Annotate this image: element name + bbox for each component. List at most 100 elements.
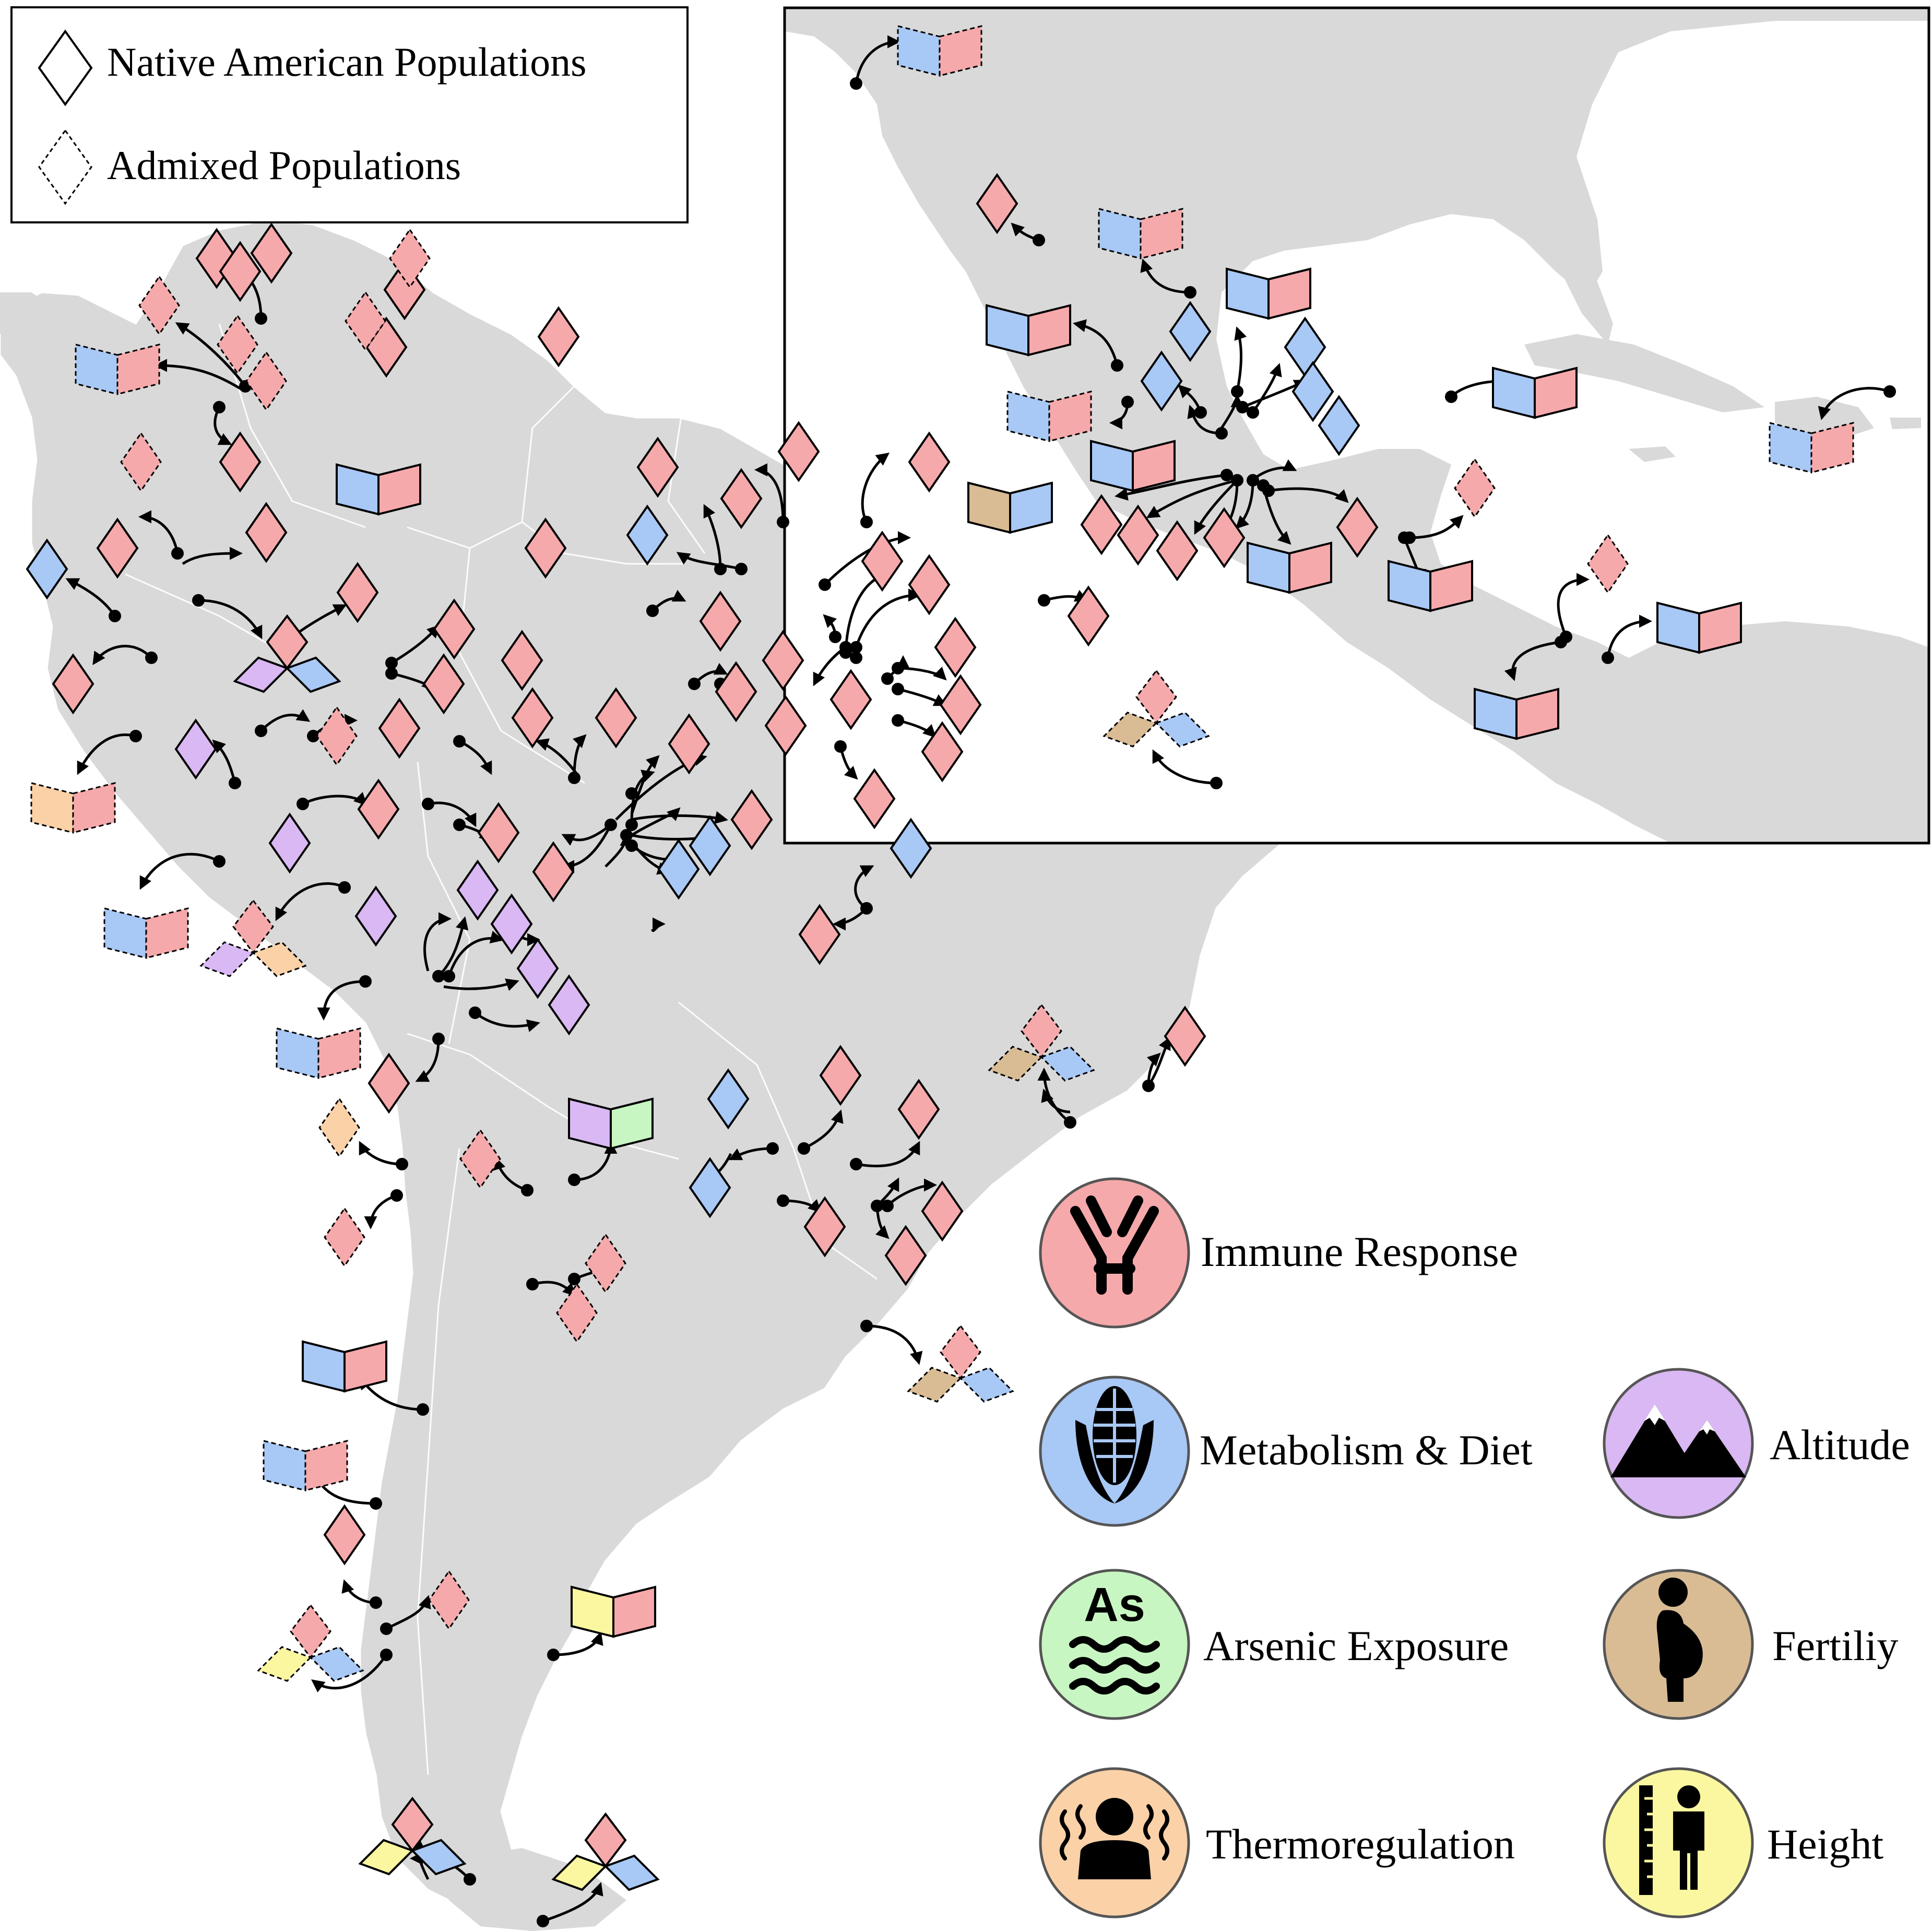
immune-trait-diamond — [556, 1283, 598, 1343]
immune-trait-diamond — [585, 1233, 626, 1294]
immune-trait-diamond — [921, 1180, 964, 1242]
immune-trait-diamond — [762, 630, 804, 691]
immune-trait-book-page — [343, 1340, 387, 1393]
inset-south-america-land — [1608, 621, 1929, 843]
metabolism-trait-diamond — [1318, 395, 1360, 456]
immune-trait-diamond — [819, 1045, 862, 1106]
immune-trait-diamond — [245, 502, 288, 563]
altitude-trait-diamond — [456, 859, 499, 921]
metabolism-trait-diamond — [1140, 350, 1183, 412]
immune-trait-diamond — [636, 436, 679, 498]
metabolism-trait-book-page — [1009, 481, 1053, 534]
height-trait-cluster-diamond — [257, 1646, 312, 1682]
admixed-diamond-icon — [38, 129, 92, 205]
immune-trait-book-page — [116, 343, 160, 395]
immune-trait-diamond — [1203, 507, 1246, 568]
legend-metabolism-label: Metabolism & Diet — [1200, 1426, 1533, 1474]
altitude-trait-diamond — [490, 893, 533, 955]
immune-trait-diamond — [1454, 458, 1496, 518]
metabolism-trait-diamond — [1291, 361, 1334, 422]
metabolism-trait-cluster-diamond — [309, 1646, 364, 1682]
immune-trait-diamond — [976, 173, 1018, 234]
metabolism-trait-book-page — [263, 1440, 306, 1491]
metabolism-trait-diamond — [1169, 301, 1212, 362]
population-markers — [26, 25, 1854, 1891]
inset-puerto-rico-land — [1890, 418, 1921, 429]
metabolism-trait-cluster-diamond — [959, 1367, 1014, 1403]
immune-trait-cluster-diamond — [290, 1604, 331, 1659]
immune-trait-book-page — [145, 907, 189, 959]
metabolism-trait-diamond — [26, 538, 68, 600]
legend-arsenic-exposure: As Arsenic Exposure — [1039, 1569, 1509, 1720]
immune-trait-diamond — [1117, 504, 1159, 566]
immune-trait-diamond — [699, 590, 742, 652]
immune-trait-diamond — [1336, 496, 1379, 558]
arsenic-water-icon: As — [1069, 1578, 1160, 1695]
inset-florida-land — [1545, 224, 1613, 345]
fertility-trait-cluster-diamond — [988, 1046, 1043, 1082]
immune-trait-diamond — [250, 222, 293, 284]
immune-trait-diamond — [939, 674, 982, 736]
immune-trait-diamond — [428, 1570, 470, 1630]
immune-trait-book-page — [1288, 541, 1332, 594]
metabolism-trait-diamond — [689, 1157, 731, 1218]
immune-trait-book-page — [1267, 267, 1311, 320]
legend-immune-response-label: Immune Response — [1201, 1228, 1518, 1275]
immune-trait-diamond — [764, 695, 807, 756]
immune-trait-diamond — [336, 562, 379, 623]
immune-trait-diamond — [524, 517, 567, 579]
immune-trait-cluster-diamond — [584, 1812, 627, 1868]
immune-trait-diamond — [219, 241, 262, 302]
mountains-icon — [1610, 1404, 1746, 1477]
immune-trait-diamond — [324, 1207, 365, 1267]
native-diamond-icon — [38, 29, 93, 106]
immune-trait-diamond — [323, 1504, 366, 1566]
legend-height: Height — [1603, 1767, 1883, 1918]
immune-trait-book-page — [377, 463, 421, 516]
immune-trait-book-page — [1810, 422, 1854, 473]
immune-trait-book-page — [1534, 366, 1578, 419]
metabolism-trait-cluster-diamond — [603, 1854, 660, 1891]
immune-trait-book-page — [1048, 390, 1092, 442]
thermo-trait-book-page — [30, 782, 74, 834]
immune-trait-diamond — [803, 1196, 846, 1258]
legend-metabolism-diet: Metabolism & Diet — [1039, 1376, 1533, 1527]
legend-height-label: Height — [1767, 1820, 1883, 1868]
immune-trait-diamond — [532, 841, 575, 903]
immune-trait-diamond — [511, 687, 554, 749]
height-trait-cluster-diamond — [551, 1854, 608, 1891]
immune-trait-diamond — [730, 789, 773, 850]
location-dots — [109, 77, 1896, 1927]
metabolism-trait-diamond — [890, 818, 932, 879]
immune-trait-diamond — [357, 778, 400, 840]
legend-fertility: Fertiliy — [1603, 1569, 1898, 1720]
immune-trait-diamond — [715, 661, 757, 722]
fertility-trait-cluster-diamond — [1103, 712, 1158, 748]
immune-trait-diamond — [1067, 585, 1110, 647]
altitude-trait-diamond — [174, 718, 217, 780]
immune-trait-diamond — [433, 598, 476, 660]
immune-trait-book-page — [939, 25, 982, 77]
immune-trait-diamond — [908, 431, 951, 493]
immune-trait-diamond — [934, 617, 977, 678]
immune-trait-cluster-diamond — [266, 614, 309, 670]
metabolism-trait-cluster-diamond — [1040, 1046, 1095, 1082]
metabolism-trait-book-page — [276, 1027, 319, 1079]
height-ruler-icon — [1639, 1785, 1704, 1895]
immune-trait-diamond — [52, 653, 94, 715]
legend-thermoregulation: Thermoregulation — [1039, 1767, 1515, 1918]
altitude-trait-diamond — [548, 974, 590, 1036]
metabolism-trait-book-page — [302, 1340, 346, 1393]
native-populations-label: Native American Populations — [107, 39, 586, 85]
immune-trait-diamond — [1080, 494, 1123, 555]
population-type-legend: Native American Populations Admixed Popu… — [10, 6, 689, 223]
immune-trait-diamond — [537, 306, 580, 368]
immune-trait-cluster-diamond — [940, 1324, 981, 1380]
trait-legend: Immune Response Metabolism & Diet As — [1039, 1177, 1910, 1918]
immune-trait-book-page — [1429, 560, 1473, 612]
metabolism-trait-diamond — [657, 838, 700, 900]
immune-trait-diamond — [96, 517, 139, 579]
admixed-populations-label: Admixed Populations — [107, 143, 461, 188]
immune-trait-cluster-diamond — [232, 899, 274, 954]
